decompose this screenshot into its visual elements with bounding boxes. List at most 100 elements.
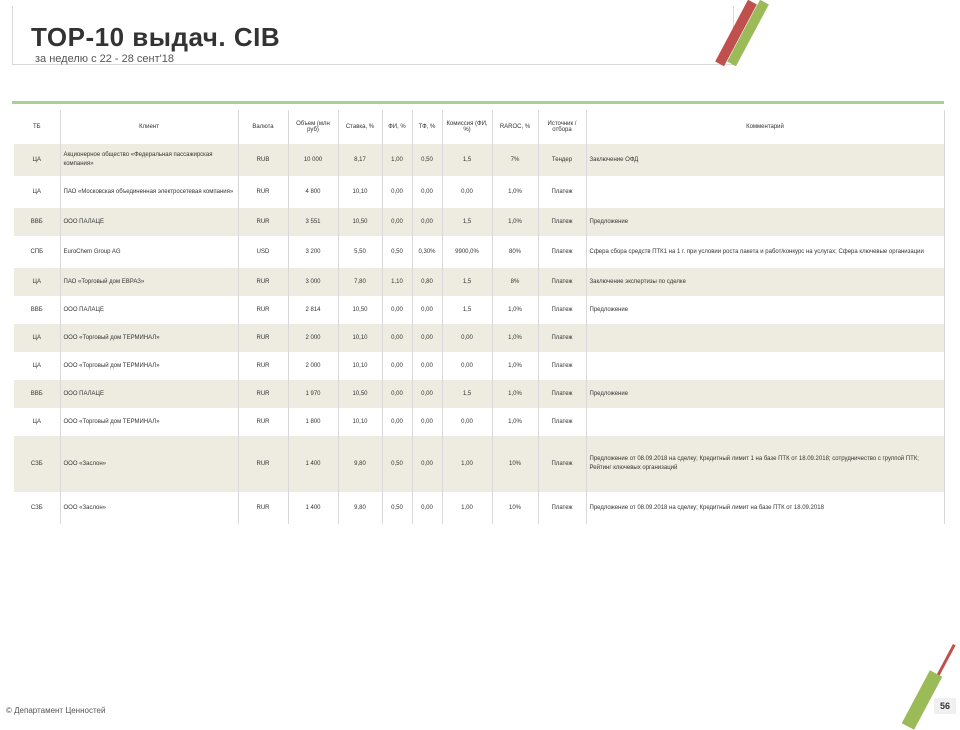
table-row: СПБ EuroChem Group AG USD 3 200 5,50 0,50 0,30… bbox=[14, 236, 945, 268]
table-cell: 0,00 bbox=[382, 296, 413, 324]
table-cell: 1,00 bbox=[442, 436, 493, 492]
table-cell: 3 000 bbox=[288, 268, 339, 296]
table-cell: 1,0% bbox=[492, 408, 539, 436]
table-cell: ЦА bbox=[14, 408, 61, 436]
table-cell: Платеж bbox=[538, 436, 587, 492]
table-cell: 10,10 bbox=[338, 408, 383, 436]
table-header-row: ТБ Клиент Валюта Объем (млн руб) Ставка, % ФИ… bbox=[14, 110, 945, 144]
table-cell: ООО «Торговый дом ТЕРМИНАЛ» bbox=[60, 324, 239, 352]
table-cell: 10% bbox=[492, 436, 539, 492]
table-cell: 10,10 bbox=[338, 176, 383, 208]
table-cell: ЦА bbox=[14, 324, 61, 352]
top10-table: ТБ Клиент Валюта Объем (млн руб) Ставка, % ФИ… bbox=[14, 110, 945, 524]
table-cell: 10% bbox=[492, 492, 539, 524]
table-cell: ЦА bbox=[14, 176, 61, 208]
table-cell: 1,0% bbox=[492, 324, 539, 352]
table-cell: 10 000 bbox=[288, 144, 339, 176]
table-cell: EuroChem Group AG bbox=[60, 236, 239, 268]
table-cell: 0,00 bbox=[442, 176, 493, 208]
table-cell: 9900,0% bbox=[442, 236, 493, 268]
table-cell: 0,00 bbox=[382, 208, 413, 236]
table-row: ЦА ПАО «Торговый дом ЕВРАЗ» RUR 3 000 7,80 1,… bbox=[14, 268, 945, 296]
column-header: Источник / отбора bbox=[538, 110, 587, 144]
table-cell: 4 800 bbox=[288, 176, 339, 208]
table-cell: 0,00 bbox=[442, 324, 493, 352]
table-cell: 0,00 bbox=[412, 208, 443, 236]
table-cell bbox=[586, 324, 945, 352]
table-cell: Платеж bbox=[538, 176, 587, 208]
table-cell: 0,00 bbox=[382, 352, 413, 380]
table-cell: Заключение ОФД bbox=[586, 144, 945, 176]
table-cell: Акционерное общество «Федеральная пассаж… bbox=[60, 144, 239, 176]
table-cell: 1 400 bbox=[288, 436, 339, 492]
table-cell bbox=[586, 176, 945, 208]
table-cell: ЦА bbox=[14, 268, 61, 296]
header-divider bbox=[12, 101, 944, 104]
table-cell: 0,00 bbox=[442, 352, 493, 380]
table-cell: 8,17 bbox=[338, 144, 383, 176]
table-cell: ООО «Заслон» bbox=[60, 436, 239, 492]
table-cell: Платеж bbox=[538, 236, 587, 268]
table-cell: 0,50 bbox=[382, 436, 413, 492]
table-cell: USD bbox=[238, 236, 289, 268]
table-cell: 1,00 bbox=[382, 144, 413, 176]
table-cell: RUR bbox=[238, 436, 289, 492]
table-cell: Платеж bbox=[538, 492, 587, 524]
table-cell: ВВБ bbox=[14, 208, 61, 236]
table-cell: RUR bbox=[238, 176, 289, 208]
table-cell: 80% bbox=[492, 236, 539, 268]
table-cell: 3 200 bbox=[288, 236, 339, 268]
table-cell: 10,10 bbox=[338, 352, 383, 380]
table-cell: СЗБ bbox=[14, 436, 61, 492]
table-cell: ЦА bbox=[14, 144, 61, 176]
table-cell: RUR bbox=[238, 352, 289, 380]
table-cell: 1,5 bbox=[442, 380, 493, 408]
table-cell: Предложение bbox=[586, 208, 945, 236]
table-cell: 3 551 bbox=[288, 208, 339, 236]
table-cell: 0,00 bbox=[412, 176, 443, 208]
table-cell: 0,30% bbox=[412, 236, 443, 268]
footer-text: © Департамент Ценностей bbox=[6, 706, 106, 715]
table-cell: 1 970 bbox=[288, 380, 339, 408]
table-cell: ООО «Торговый дом ТЕРМИНАЛ» bbox=[60, 408, 239, 436]
table-cell: 5,50 bbox=[338, 236, 383, 268]
table-cell: RUR bbox=[238, 296, 289, 324]
table-cell: 0,80 bbox=[412, 268, 443, 296]
column-header: Ставка, % bbox=[338, 110, 383, 144]
table-cell: 0,00 bbox=[382, 176, 413, 208]
table-cell: 0,00 bbox=[382, 324, 413, 352]
table-cell: 0,00 bbox=[412, 352, 443, 380]
table-cell: ПАО «Торговый дом ЕВРАЗ» bbox=[60, 268, 239, 296]
table-cell: Платеж bbox=[538, 408, 587, 436]
table-cell: Платеж bbox=[538, 380, 587, 408]
table-cell: Платеж bbox=[538, 324, 587, 352]
table-cell: 0,00 bbox=[412, 324, 443, 352]
column-header: ФИ, % bbox=[382, 110, 413, 144]
table-cell: RUR bbox=[238, 380, 289, 408]
table-cell: 1 800 bbox=[288, 408, 339, 436]
table-cell: Платеж bbox=[538, 268, 587, 296]
table-row: ВВБ ООО ПАЛАЦЕ RUR 1 970 10,50 0,00 0,00 1,5 1,0… bbox=[14, 380, 945, 408]
table-cell: 0,00 bbox=[412, 296, 443, 324]
table-row: ЦА ООО «Торговый дом ТЕРМИНАЛ» RUR 2 000 10,… bbox=[14, 352, 945, 380]
table-cell: 1,5 bbox=[442, 296, 493, 324]
table-cell: ООО «Торговый дом ТЕРМИНАЛ» bbox=[60, 352, 239, 380]
table-row: ЦА ООО «Торговый дом ТЕРМИНАЛ» RUR 1 800 10,… bbox=[14, 408, 945, 436]
table-cell: Платеж bbox=[538, 352, 587, 380]
table-cell: 1,0% bbox=[492, 352, 539, 380]
table-cell: ООО ПАЛАЦЕ bbox=[60, 208, 239, 236]
table-cell: 0,00 bbox=[412, 408, 443, 436]
table-cell: RUR bbox=[238, 208, 289, 236]
column-header: ТБ bbox=[14, 110, 61, 144]
table-cell: 0,00 bbox=[412, 436, 443, 492]
table-cell: Предложение bbox=[586, 380, 945, 408]
table-row: СЗБ ООО «Заслон» RUR 1 400 9,80 0,50 0,00 1,00 1… bbox=[14, 436, 945, 492]
table-cell: 1,0% bbox=[492, 176, 539, 208]
page-title: TOP-10 выдач. CIB bbox=[31, 22, 281, 52]
table-row: ЦА Акционерное общество «Федеральная пасс… bbox=[14, 144, 945, 176]
table-cell: 10,50 bbox=[338, 296, 383, 324]
table-cell: 0,00 bbox=[412, 380, 443, 408]
table-row: ЦА ООО «Торговый дом ТЕРМИНАЛ» RUR 2 000 10,… bbox=[14, 324, 945, 352]
table-cell: 1 400 bbox=[288, 492, 339, 524]
table-cell: 1,5 bbox=[442, 268, 493, 296]
